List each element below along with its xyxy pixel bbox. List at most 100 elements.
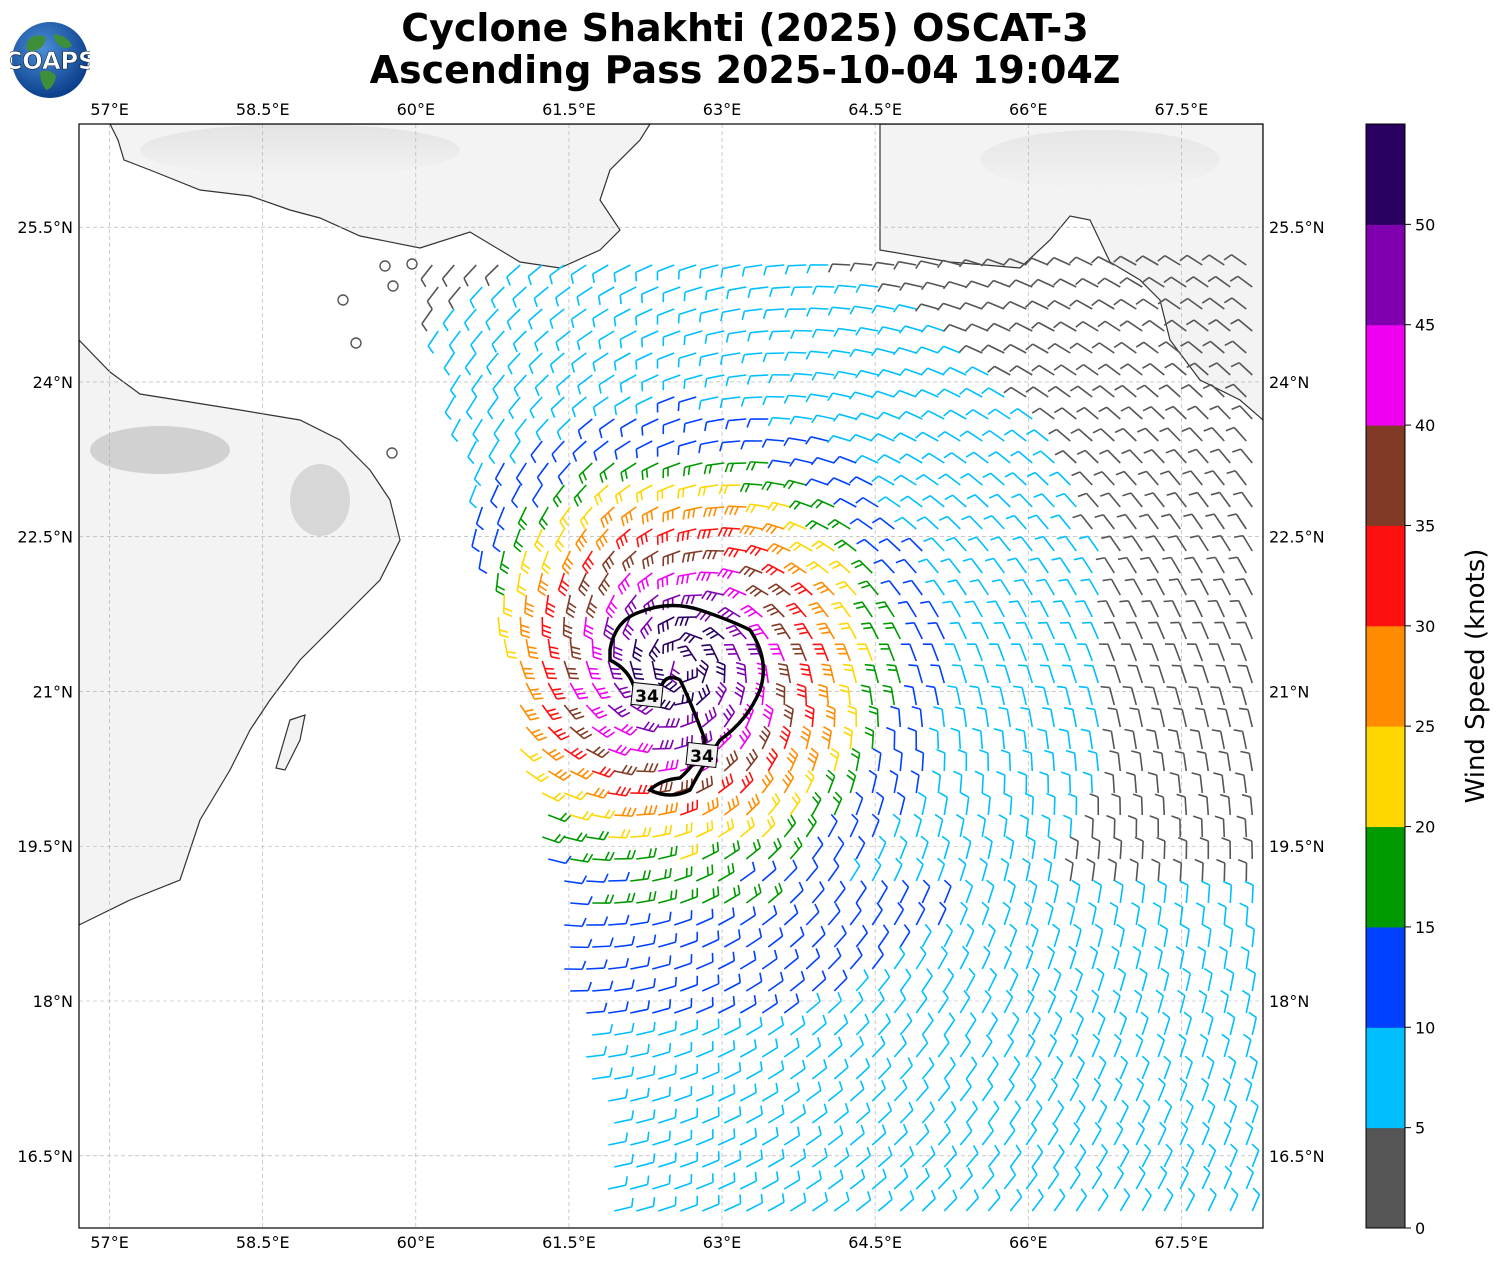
wind-barb: [720, 264, 741, 278]
wind-barb: [1068, 256, 1093, 266]
wind-barb: [1229, 1187, 1239, 1212]
wind-barb: [1145, 535, 1165, 552]
wind-barb: [784, 264, 807, 275]
wind-barb: [959, 901, 968, 926]
wind-barb: [658, 976, 678, 992]
wind-barb: [1021, 857, 1031, 882]
wind-barb: [1141, 1143, 1152, 1168]
wind-barb: [967, 536, 989, 552]
wind-barb: [855, 791, 864, 816]
wind-barb: [937, 901, 947, 926]
wind-barb: [805, 1170, 823, 1190]
wind-barb: [586, 830, 610, 841]
wind-barb: [1135, 298, 1159, 310]
wind-barb: [541, 616, 552, 639]
wind-barb: [592, 980, 614, 992]
wind-barb: [871, 946, 884, 970]
wind-barb: [1053, 407, 1077, 420]
wind-barb: [987, 923, 996, 948]
wind-barb: [767, 927, 784, 948]
wind-barb: [519, 704, 540, 721]
wind-barb: [1135, 1121, 1145, 1146]
wind-barb: [630, 1087, 650, 1102]
wind-barb: [652, 955, 672, 970]
wind-barb: [1028, 879, 1038, 904]
wind-barb: [1223, 297, 1247, 310]
wind-barb: [922, 643, 940, 662]
wind-barb: [849, 858, 861, 882]
wind-barb: [1205, 513, 1225, 530]
wind-barb: [913, 813, 923, 838]
wind-barb: [952, 664, 968, 684]
wind-barb: [767, 971, 784, 992]
wind-barb: [871, 475, 895, 486]
wind-barb: [562, 616, 573, 640]
wind-barb: [569, 682, 589, 700]
wind-barb: [1197, 945, 1207, 970]
wind-barb: [1064, 858, 1074, 882]
wind-barb: [652, 739, 674, 750]
wind-barb: [592, 894, 615, 904]
wind-barb: [636, 847, 657, 860]
wind-barb: [583, 616, 594, 640]
lat-tick-label-right: 16.5°N: [1269, 1147, 1325, 1166]
wind-barb: [758, 725, 771, 750]
wind-barb: [833, 1014, 849, 1036]
wind-barb: [1207, 599, 1225, 618]
colorbar-tick-label: 5: [1415, 1119, 1425, 1138]
wind-barb: [767, 882, 783, 904]
wind-barb: [608, 957, 630, 970]
wind-barb: [914, 346, 939, 355]
wind-barb: [846, 769, 857, 794]
wind-barb: [761, 1038, 779, 1058]
wind-barb: [1034, 535, 1055, 552]
wind-barb: [768, 373, 791, 384]
wind-barb: [899, 453, 923, 464]
wind-barb: [1091, 342, 1115, 354]
wind-barb: [1097, 1055, 1107, 1080]
wind-barb: [535, 418, 549, 441]
wind-barb: [695, 571, 719, 582]
wind-barb: [1175, 945, 1185, 970]
wind-barb: [722, 587, 747, 599]
wind-barb: [878, 538, 901, 552]
wind-barb: [563, 660, 579, 680]
wind-barb: [512, 330, 527, 353]
wind-barb: [899, 495, 923, 508]
wind-barb: [1113, 1033, 1122, 1058]
wind-barb: [1163, 276, 1187, 288]
wind-barb: [595, 528, 609, 551]
wind-barb: [1224, 924, 1234, 948]
wind-barb: [937, 990, 949, 1014]
wind-barb: [679, 1151, 699, 1168]
wind-barb: [811, 836, 824, 860]
wind-barb: [849, 1035, 865, 1058]
wind-barb: [593, 440, 609, 461]
wind-barb: [1127, 664, 1144, 684]
wind-barb: [421, 308, 433, 332]
wind-barb: [1220, 989, 1229, 1014]
wind-barb: [1017, 664, 1034, 684]
wind-barb: [993, 621, 1012, 640]
wind-barb: [739, 950, 757, 970]
wind-barb: [984, 835, 993, 860]
wind-barb: [1217, 707, 1232, 728]
wind-barb: [1187, 448, 1209, 464]
wind-barb: [1070, 428, 1093, 442]
lon-tick-label-bottom: 57°E: [90, 1233, 128, 1252]
wind-barb: [1003, 343, 1027, 354]
wind-barb: [741, 308, 763, 321]
lon-tick-label-bottom: 66°E: [1009, 1233, 1047, 1252]
wind-barb: [698, 440, 719, 454]
wind-barb: [701, 590, 725, 602]
wind-barb: [789, 881, 804, 904]
wind-barb: [965, 967, 976, 992]
wind-barb: [1137, 923, 1147, 948]
wind-barb: [1069, 385, 1093, 398]
wind-barb: [658, 1108, 677, 1124]
wind-barb: [1047, 989, 1057, 1014]
wind-barb: [487, 396, 499, 420]
wind-barb: [674, 1173, 693, 1190]
wind-barb: [488, 440, 499, 465]
wind-barb: [942, 323, 967, 332]
